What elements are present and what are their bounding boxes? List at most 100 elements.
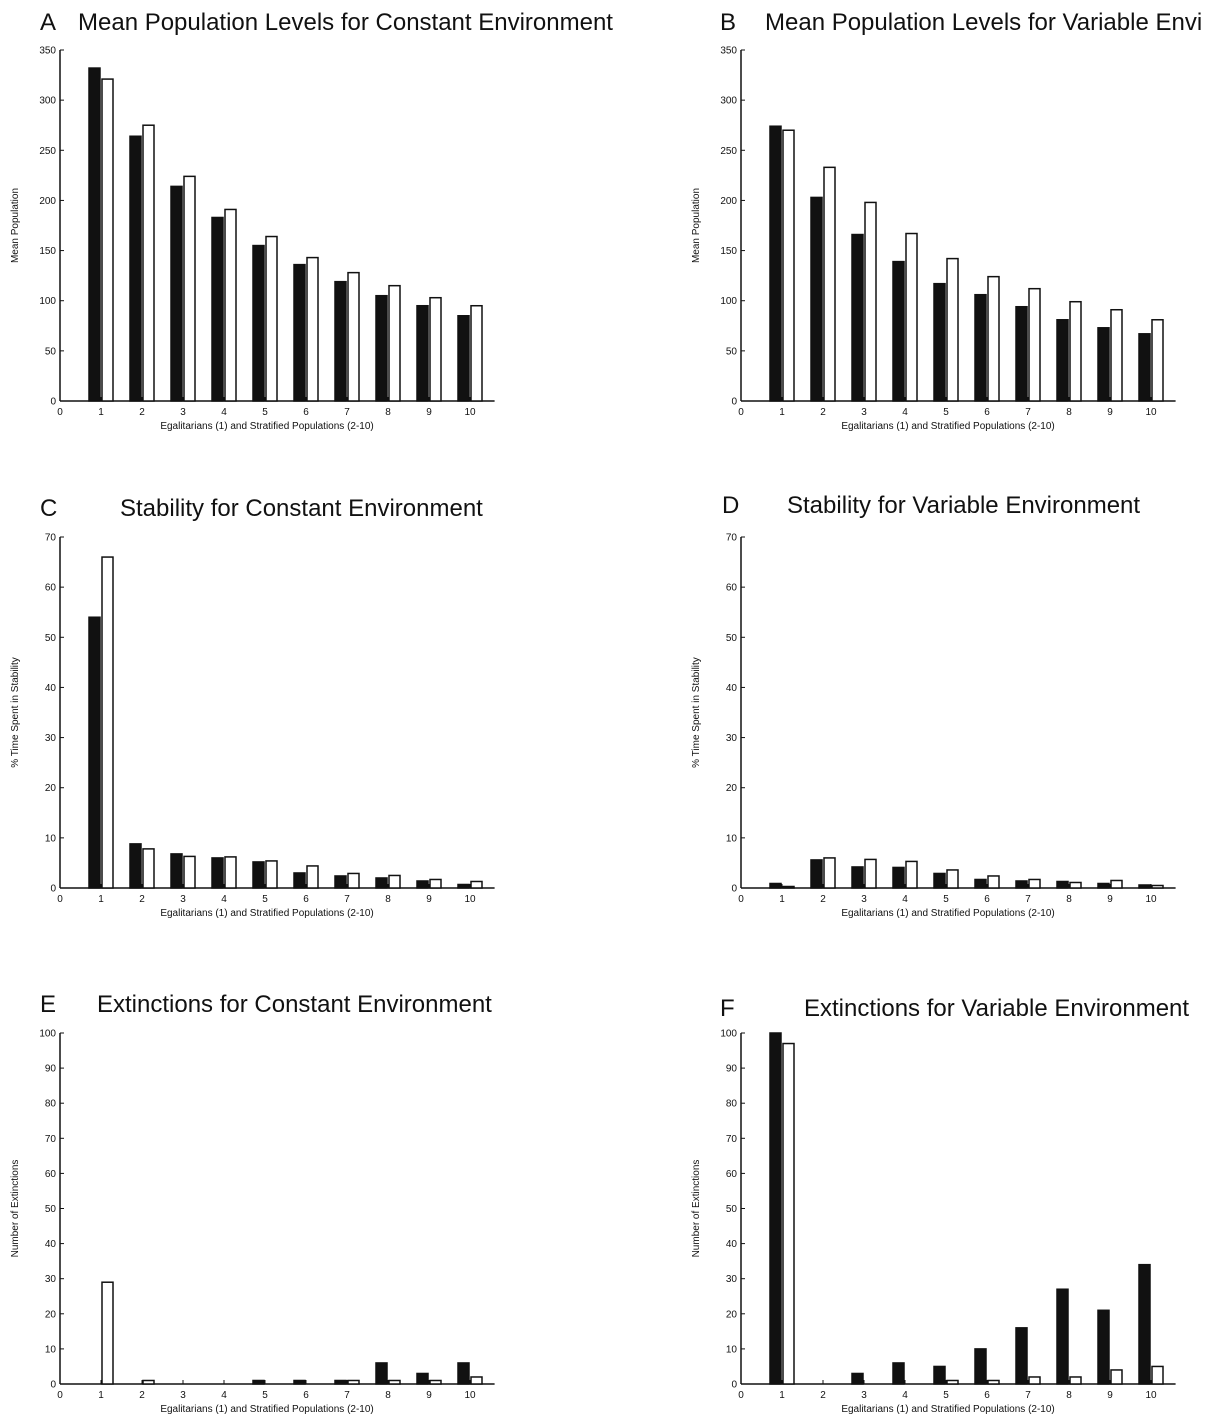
bar-filled-10 xyxy=(1138,884,1151,889)
bar-filled-7 xyxy=(1015,305,1028,402)
bar-open-8 xyxy=(1069,1376,1082,1385)
y-tick-label: 50 xyxy=(726,633,738,644)
bar-filled-4 xyxy=(892,1362,905,1385)
bar-open-7 xyxy=(1028,1376,1041,1385)
bar-open-10 xyxy=(470,1376,483,1385)
x-tick-label: 4 xyxy=(221,1390,227,1401)
bar-filled-9 xyxy=(416,304,429,402)
bar-open-5 xyxy=(265,860,278,889)
bar-filled-6 xyxy=(974,293,987,402)
x-tick-label: 6 xyxy=(984,1390,990,1401)
bar-open-9 xyxy=(429,878,442,889)
bar-filled-10 xyxy=(457,315,470,402)
y-tick-label: 70 xyxy=(45,1134,57,1145)
x-tick-label: 1 xyxy=(779,1390,785,1401)
y-tick-label: 60 xyxy=(726,1169,738,1180)
chart-title: Stability for Constant Environment xyxy=(120,495,483,522)
bar-filled-5 xyxy=(252,1379,265,1385)
y-axis-label: Mean Population xyxy=(10,188,21,263)
x-axis-label: Egalitarians (1) and Stratified Populati… xyxy=(841,421,1054,432)
x-tick-label: 2 xyxy=(820,894,826,905)
panel-label: B xyxy=(720,9,736,36)
x-tick-label: 3 xyxy=(861,407,867,418)
y-tick-label: 80 xyxy=(45,1099,57,1110)
bar-filled-3 xyxy=(851,233,864,402)
bar-open-6 xyxy=(987,1379,1000,1385)
y-tick-label: 30 xyxy=(726,733,738,744)
x-tick-label: 7 xyxy=(344,407,350,418)
y-tick-label: 30 xyxy=(45,733,57,744)
x-tick-label: 6 xyxy=(984,407,990,418)
x-tick-label: 5 xyxy=(262,407,268,418)
y-tick-label: 0 xyxy=(731,884,737,895)
x-tick-label: 8 xyxy=(385,1390,391,1401)
x-tick-label: 1 xyxy=(779,894,785,905)
x-tick-label: 5 xyxy=(262,894,268,905)
x-tick-label: 0 xyxy=(57,1390,63,1401)
bar-filled-10 xyxy=(1138,1263,1151,1385)
y-tick-label: 300 xyxy=(720,96,737,107)
chart-panel-f: F Extinctions for Variable Environment010… xyxy=(691,995,1189,1415)
bar-filled-3 xyxy=(170,853,183,889)
chart-title: Extinctions for Variable Environment xyxy=(804,995,1189,1022)
y-tick-label: 70 xyxy=(726,533,738,544)
y-tick-label: 350 xyxy=(720,46,737,57)
x-tick-label: 10 xyxy=(464,407,476,418)
x-tick-label: 0 xyxy=(738,894,744,905)
x-axis-label: Egalitarians (1) and Stratified Populati… xyxy=(841,908,1054,919)
y-tick-label: 70 xyxy=(45,533,57,544)
bar-open-4 xyxy=(224,856,237,889)
x-tick-label: 8 xyxy=(385,407,391,418)
y-tick-label: 100 xyxy=(39,296,56,307)
y-tick-label: 0 xyxy=(50,397,56,408)
bar-open-6 xyxy=(306,256,319,402)
bar-open-9 xyxy=(429,1379,442,1385)
bar-open-8 xyxy=(1069,300,1082,402)
x-tick-label: 3 xyxy=(861,894,867,905)
panel-label: D xyxy=(722,492,739,519)
x-tick-label: 3 xyxy=(861,1390,867,1401)
bar-filled-8 xyxy=(1056,1288,1069,1385)
y-tick-label: 20 xyxy=(45,783,57,794)
x-tick-label: 2 xyxy=(139,407,145,418)
bar-open-2 xyxy=(823,857,836,889)
chart-panel-e: E Extinctions for Constant Environment010… xyxy=(10,991,495,1415)
y-tick-label: 40 xyxy=(726,683,738,694)
x-tick-label: 10 xyxy=(1145,894,1157,905)
bar-open-3 xyxy=(183,855,196,889)
bar-open-1 xyxy=(101,1281,114,1385)
x-tick-label: 3 xyxy=(180,1390,186,1401)
bar-open-4 xyxy=(905,860,918,889)
bar-open-7 xyxy=(347,271,360,402)
x-tick-label: 8 xyxy=(1066,1390,1072,1401)
x-tick-label: 7 xyxy=(1025,407,1031,418)
bar-open-1 xyxy=(782,885,795,889)
y-tick-label: 0 xyxy=(50,884,56,895)
x-tick-label: 9 xyxy=(1107,1390,1113,1401)
bar-filled-3 xyxy=(851,1372,864,1385)
bar-filled-8 xyxy=(1056,319,1069,402)
bar-open-9 xyxy=(429,296,442,402)
bar-filled-8 xyxy=(375,877,388,889)
bar-filled-1 xyxy=(88,67,101,402)
bar-filled-7 xyxy=(334,280,347,402)
bar-open-10 xyxy=(470,304,483,402)
x-tick-label: 8 xyxy=(1066,407,1072,418)
y-tick-label: 90 xyxy=(726,1064,738,1075)
y-axis-label: % Time Spent in Stability xyxy=(691,657,702,768)
bar-filled-6 xyxy=(293,263,306,402)
y-tick-label: 20 xyxy=(726,783,738,794)
y-tick-label: 50 xyxy=(726,1204,738,1215)
y-tick-label: 80 xyxy=(726,1099,738,1110)
panel-label: C xyxy=(40,495,57,522)
bar-open-10 xyxy=(1151,884,1164,889)
bar-filled-8 xyxy=(1056,880,1069,889)
y-tick-label: 150 xyxy=(39,246,56,257)
x-axis-label: Egalitarians (1) and Stratified Populati… xyxy=(160,1404,373,1415)
y-tick-label: 40 xyxy=(45,683,57,694)
y-tick-label: 10 xyxy=(45,833,57,844)
bar-open-8 xyxy=(1069,881,1082,889)
x-tick-label: 5 xyxy=(943,407,949,418)
bar-open-1 xyxy=(101,78,114,402)
